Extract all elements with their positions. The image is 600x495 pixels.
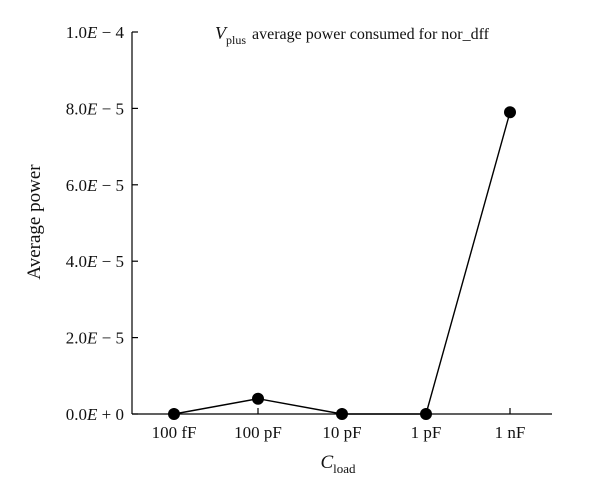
x-tick-label: 100 fF xyxy=(152,423,197,442)
x-label-subscript: load xyxy=(333,461,356,476)
title-text: average power consumed for nor_dff xyxy=(252,26,490,43)
x-label-variable: C xyxy=(320,452,333,473)
data-point xyxy=(420,408,432,420)
x-axis-label: Cload xyxy=(320,452,356,476)
y-axis-label: Average power xyxy=(24,164,45,280)
series xyxy=(168,106,516,420)
x-tick-label: 100 pF xyxy=(234,423,282,442)
data-point xyxy=(252,392,264,405)
data-point xyxy=(168,408,180,420)
data-point xyxy=(504,106,516,119)
x-tick-label: 10 pF xyxy=(322,423,361,442)
y-tick-label: 4.0E − 5 xyxy=(66,252,124,271)
y-tick-label: 0.0E + 0 xyxy=(66,405,124,424)
x-tick-label: 1 pF xyxy=(411,423,442,442)
axes xyxy=(131,32,552,415)
title-variable: V xyxy=(215,23,228,43)
data-point xyxy=(336,408,348,420)
y-ticks: 0.0E + 0 2.0E − 5 4.0E − 5 6.0E − 5 8.0E − 5… xyxy=(66,23,138,424)
x-ticks: 100 fF 100 pF 10 pF 1 pF 1 nF xyxy=(152,408,526,442)
y-tick-label: 1.0E − 4 xyxy=(66,23,125,42)
chart-title: Vplus average power consumed for nor_dff xyxy=(215,23,490,47)
y-tick-label: 6.0E − 5 xyxy=(66,176,124,195)
y-tick-label: 8.0E − 5 xyxy=(66,99,124,118)
title-subscript: plus xyxy=(226,33,246,47)
y-tick-label: 2.0E − 5 xyxy=(66,329,124,348)
x-tick-label: 1 nF xyxy=(495,423,526,442)
series-line xyxy=(173,112,511,415)
